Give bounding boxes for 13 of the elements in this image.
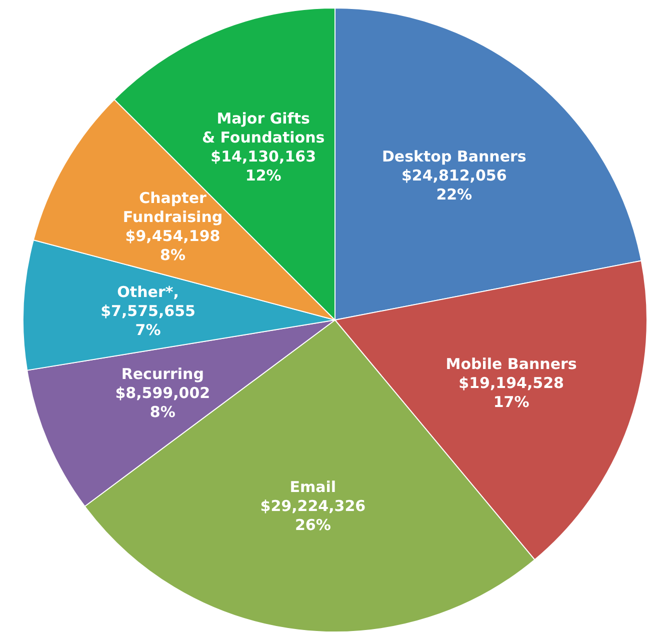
slice-label: Chapter Fundraising <box>122 189 223 226</box>
data-label: $29,224,326 26% <box>260 496 366 534</box>
slice-label: Other*, $7,575,655 7% <box>100 282 196 339</box>
data-label: $24,812,056 22% <box>401 166 507 204</box>
slice-label: Recurring <box>121 365 204 384</box>
slice-label: Major Gifts & Foundations <box>202 110 325 147</box>
data-label: $19,194,528 17% <box>458 374 564 411</box>
data-label: $9,454,198 8% <box>125 227 220 264</box>
slice-label: Mobile Banners <box>446 354 577 373</box>
slice-label: Desktop Banners <box>382 148 526 166</box>
slice-label: Email <box>290 478 336 496</box>
data-label: $8,599,002 8% <box>115 384 210 422</box>
data-label: $14,130,163 12% <box>210 148 316 185</box>
